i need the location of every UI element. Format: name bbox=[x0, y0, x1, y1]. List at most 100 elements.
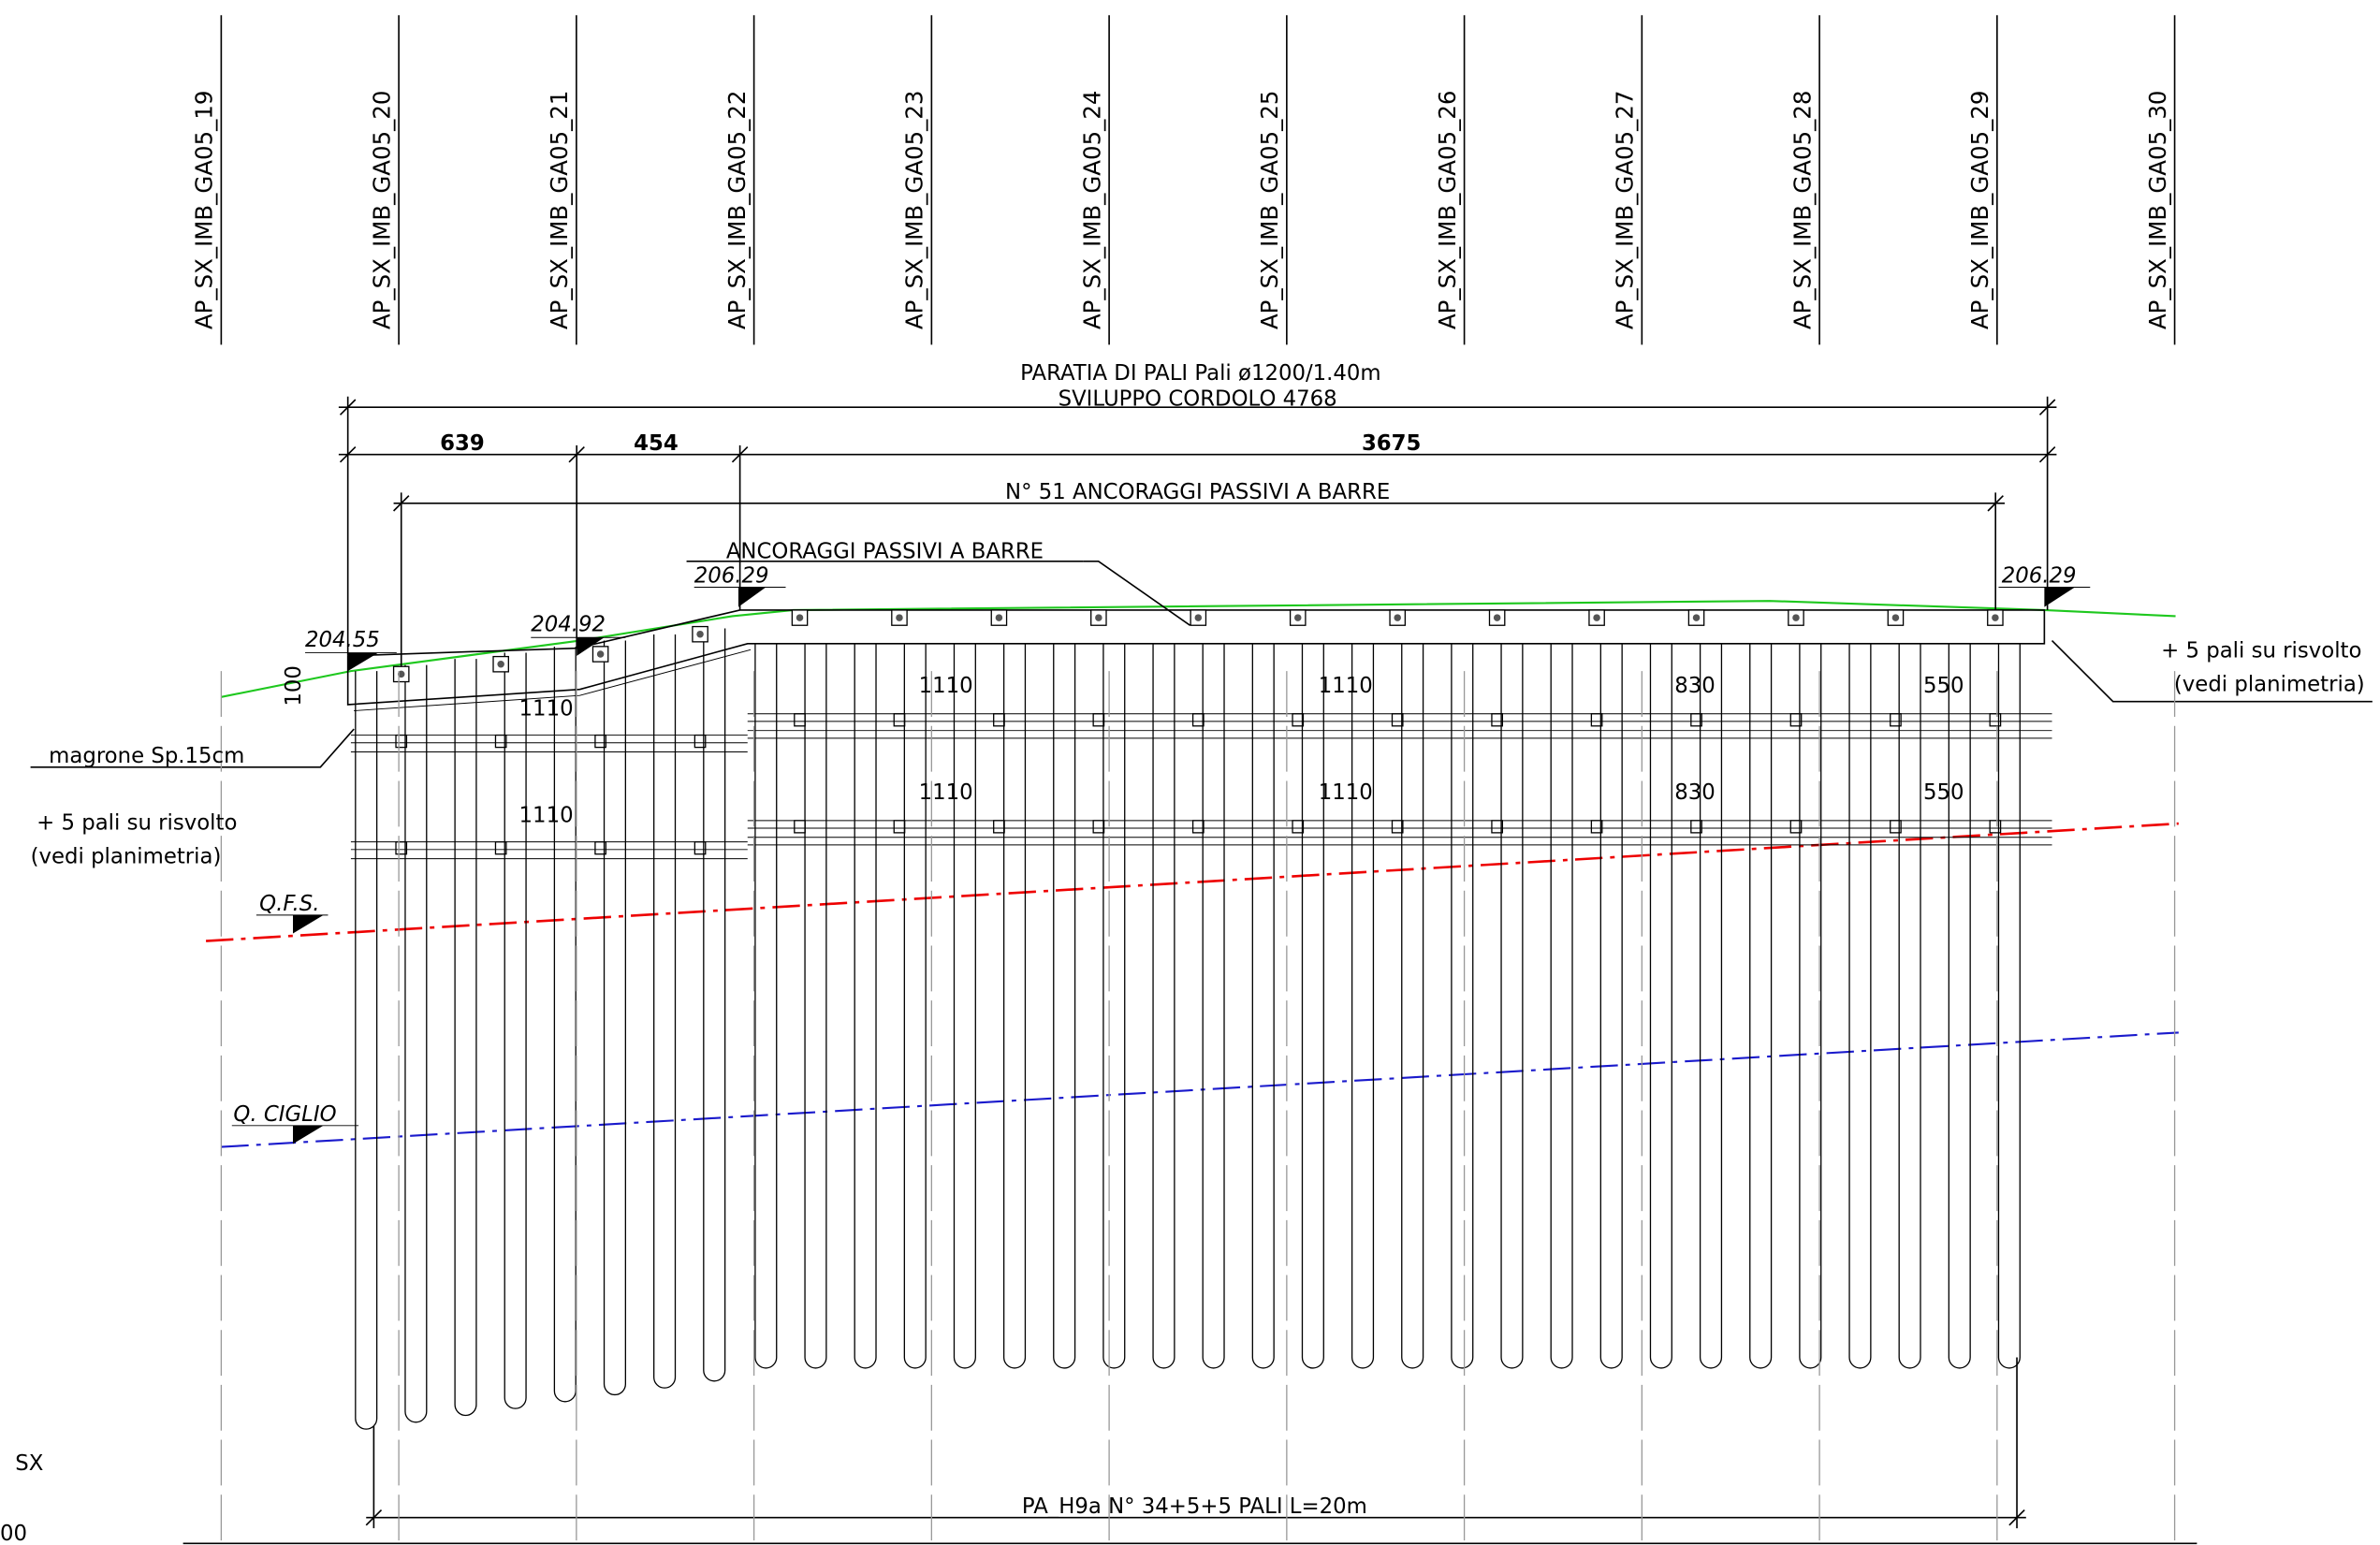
section-label: AP_SX_IMB_GA05_29 bbox=[1966, 91, 1993, 329]
pile bbox=[653, 634, 677, 1389]
anchor-head bbox=[694, 841, 707, 855]
anchor-head bbox=[794, 820, 806, 834]
anchor-head bbox=[1989, 820, 2002, 834]
edge-label: SX bbox=[15, 1451, 43, 1476]
elevation: 204.55 bbox=[305, 628, 380, 652]
dim: 454 bbox=[634, 431, 679, 456]
spacing: 550 bbox=[1923, 674, 1964, 698]
anchor-dot bbox=[1394, 614, 1401, 621]
pile bbox=[953, 643, 976, 1369]
piles bbox=[355, 609, 2021, 1430]
section-label: AP_SX_IMB_GA05_23 bbox=[901, 91, 928, 329]
anchor-head bbox=[395, 841, 408, 855]
elevation-leaders bbox=[231, 586, 2091, 1127]
magrone bbox=[354, 649, 752, 711]
spacing: 830 bbox=[1674, 780, 1716, 805]
ground-line bbox=[221, 600, 2176, 698]
spacing: 1110 bbox=[519, 696, 574, 721]
section-label: AP_SX_IMB_GA05_19 bbox=[191, 91, 218, 329]
anchor-head bbox=[1191, 820, 1205, 834]
anchor-head bbox=[494, 841, 507, 855]
pile bbox=[603, 640, 627, 1396]
section-label: AP_SX_IMB_GA05_22 bbox=[723, 91, 751, 329]
magrone-note: magrone Sp.15cm bbox=[49, 744, 244, 768]
anchor-dot bbox=[1692, 614, 1701, 621]
pile bbox=[355, 671, 378, 1430]
note: (vedi planimetria) bbox=[2174, 672, 2365, 696]
pile bbox=[804, 643, 827, 1369]
cordolo bbox=[346, 609, 2046, 706]
section-label: AP_SX_IMB_GA05_26 bbox=[1434, 91, 1461, 329]
pile bbox=[1500, 643, 1524, 1369]
anchor-head bbox=[1491, 713, 1504, 727]
anchor-head bbox=[1590, 713, 1603, 727]
anchor-head bbox=[1391, 713, 1404, 727]
pile bbox=[754, 643, 778, 1369]
pile bbox=[1401, 643, 1424, 1369]
anchor-head bbox=[893, 820, 906, 834]
anchor-head bbox=[1890, 713, 1902, 727]
section-label: AP_SX_IMB_GA05_30 bbox=[2144, 91, 2171, 329]
anchor-dot bbox=[1891, 614, 1900, 621]
elevation: 204.92 bbox=[531, 613, 606, 637]
anchor-head bbox=[1590, 820, 1603, 834]
anchor-dot bbox=[1992, 614, 1999, 621]
pile bbox=[454, 659, 477, 1417]
anchor-dot bbox=[1792, 614, 1800, 621]
anchor-dot bbox=[896, 614, 903, 621]
anchor-head bbox=[494, 734, 507, 749]
anchor-dot bbox=[696, 630, 704, 638]
anchor-head bbox=[893, 713, 906, 727]
section-label: AP_SX_IMB_GA05_24 bbox=[1078, 91, 1105, 329]
spacing: 1110 bbox=[919, 674, 973, 698]
pile bbox=[1848, 643, 1872, 1369]
anchor-dot bbox=[796, 614, 804, 621]
anchors-total: N° 51 ANCORAGGI PASSIVI A BARRE bbox=[1005, 480, 1390, 504]
level-label: Q.F.S. bbox=[259, 892, 319, 916]
spacing: 830 bbox=[1674, 674, 1716, 698]
anchor-head bbox=[993, 713, 1005, 727]
piles-label: PA_H9a N° 34+5+5 PALI L=20m bbox=[1022, 1494, 1367, 1519]
section-label: AP_SX_IMB_GA05_21 bbox=[546, 91, 573, 329]
elevation: 206.29 bbox=[694, 564, 769, 589]
anchor-head bbox=[1890, 820, 1902, 834]
section-label: AP_SX_IMB_GA05_27 bbox=[1612, 91, 1639, 329]
section-label: AP_SX_IMB_GA05_28 bbox=[1789, 91, 1816, 329]
note: + 5 pali su risvolto bbox=[37, 811, 237, 836]
anchor-head bbox=[1292, 820, 1305, 834]
anchor-head bbox=[594, 841, 606, 855]
anchor-dot bbox=[1294, 614, 1302, 621]
pile bbox=[1202, 643, 1225, 1369]
anchor-head bbox=[1292, 713, 1305, 727]
anchors-label: ANCORAGGI PASSIVI A BARRE bbox=[726, 540, 1044, 564]
edge-label: 00 bbox=[0, 1522, 27, 1545]
subtitle: SVILUPPO CORDOLO 4768 bbox=[1059, 387, 1337, 412]
pile bbox=[1301, 643, 1324, 1369]
anchor-dot bbox=[1095, 614, 1102, 621]
pile bbox=[1002, 643, 1027, 1369]
pile bbox=[903, 643, 927, 1369]
anchor-head bbox=[1092, 820, 1105, 834]
pile bbox=[1948, 643, 1971, 1369]
anchor-head bbox=[1789, 713, 1803, 727]
spacing: 1110 bbox=[519, 803, 574, 827]
anchor-dot bbox=[1593, 614, 1600, 621]
title: PARATIA DI PALI Pali ø1200/1.40m bbox=[1020, 361, 1380, 386]
pile bbox=[553, 647, 577, 1403]
anchor-head bbox=[1789, 820, 1803, 834]
note: (vedi planimetria) bbox=[31, 844, 222, 868]
pile bbox=[1152, 643, 1175, 1369]
qfs-line bbox=[205, 822, 2179, 942]
thickness: 100 bbox=[282, 665, 306, 707]
pile bbox=[1053, 643, 1076, 1369]
pile bbox=[1599, 643, 1623, 1369]
anchor-head bbox=[1491, 820, 1504, 834]
anchor-head bbox=[1191, 713, 1205, 727]
pile bbox=[1997, 643, 2021, 1369]
spacing: 1110 bbox=[919, 780, 973, 805]
pile bbox=[1749, 643, 1773, 1369]
ticks bbox=[339, 399, 2056, 1526]
anchor-head bbox=[993, 820, 1005, 834]
dim: 639 bbox=[440, 431, 485, 456]
